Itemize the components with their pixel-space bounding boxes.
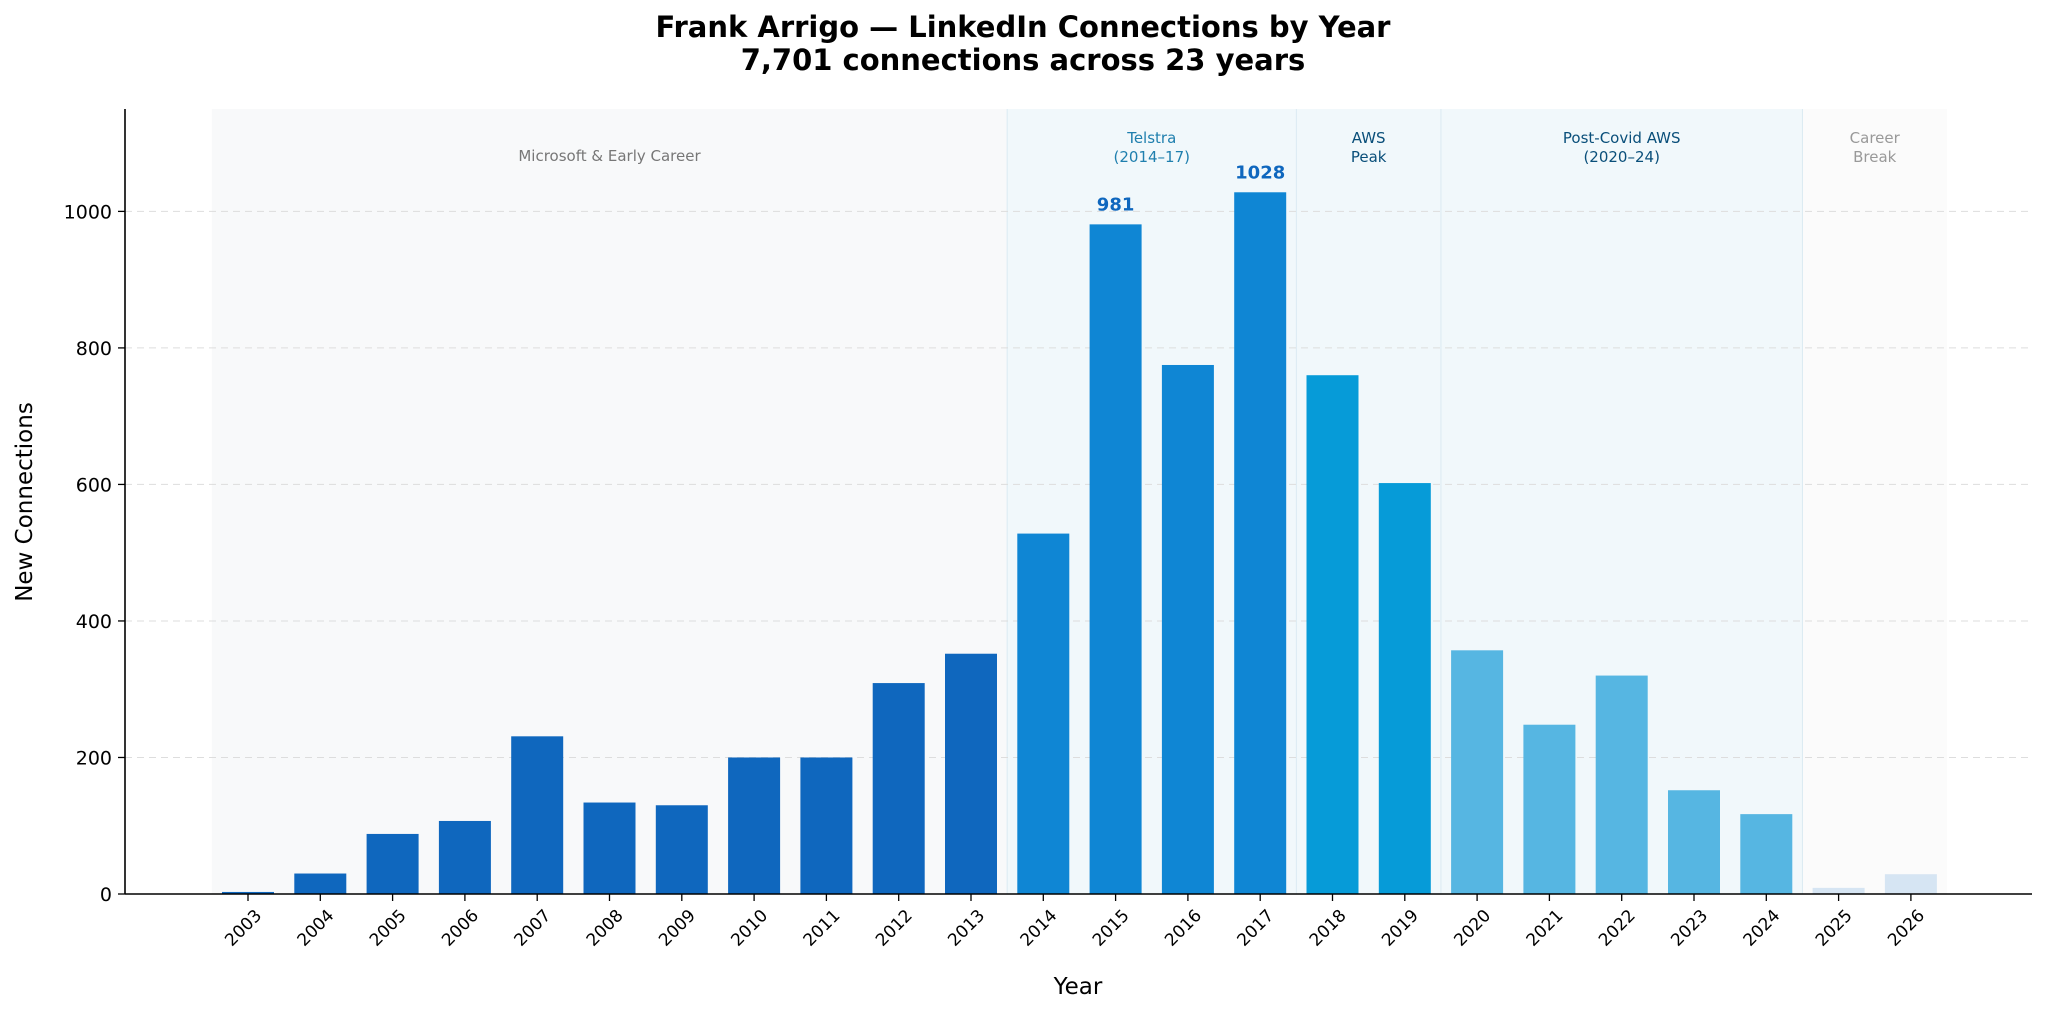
bar-2022 (1595, 675, 1648, 894)
x-tick-label: 2020 (1450, 906, 1495, 951)
bar-2012 (872, 683, 925, 894)
y-tick-label: 800 (76, 338, 112, 360)
grid-lines (125, 210, 2032, 758)
bar-2016 (1161, 364, 1214, 894)
period-label: Peak (1351, 148, 1387, 166)
x-tick-label: 2019 (1378, 906, 1423, 951)
x-tick-label: 2009 (655, 906, 700, 951)
x-tick-label: 2017 (1233, 906, 1278, 951)
bars (222, 192, 1937, 895)
period-label: AWS (1352, 129, 1386, 147)
bar-2019 (1378, 483, 1431, 894)
x-tick-label: 2013 (944, 906, 989, 951)
bar-2003 (222, 891, 274, 894)
x-tick-label: 2015 (1089, 906, 1134, 951)
x-tick-label: 2023 (1667, 906, 1712, 951)
period-bands (211, 109, 1948, 894)
bar-2010 (728, 757, 781, 894)
period-labels: Microsoft & Early Career Telstra(2014–17)… (518, 129, 1900, 166)
x-tick-label: 2004 (294, 906, 339, 951)
y-tick-label: 1000 (64, 201, 112, 223)
x-tick-label: 2008 (583, 906, 628, 951)
x-tick-label: 2006 (438, 906, 483, 951)
y-tick-label: 600 (76, 474, 112, 496)
period-label: Microsoft & Early Career (518, 147, 701, 165)
bar-2006 (438, 820, 491, 894)
data-label: 981 (1097, 194, 1135, 215)
x-ticks: 2003 2004 2005 2006 2007 2008 2009 2010 2011 2012… (221, 894, 1929, 951)
bar-2005 (366, 833, 419, 894)
x-tick-label: 2024 (1740, 906, 1785, 951)
bar-2013 (945, 653, 997, 894)
bar-2026 (1884, 874, 1937, 894)
period-label: Telstra (1126, 129, 1176, 147)
period-band (1802, 109, 1948, 894)
x-tick-label: 2025 (1812, 906, 1857, 951)
chart-subtitle: 7,701 connections across 23 years (740, 43, 1306, 77)
data-label: 1028 (1235, 162, 1285, 183)
bar-2014 (1017, 533, 1070, 894)
y-tick-label: 400 (76, 611, 112, 633)
x-tick-label: 2016 (1161, 906, 1206, 951)
axes (124, 109, 2032, 895)
x-tick-label: 2003 (221, 906, 266, 951)
bar-2004 (294, 873, 347, 894)
bar-2020 (1451, 650, 1504, 894)
bar-2023 (1668, 790, 1720, 894)
bar-2007 (511, 736, 564, 894)
x-tick-label: 2018 (1306, 906, 1351, 951)
period-label: (2014–17) (1114, 148, 1190, 166)
x-tick-label: 2014 (1017, 906, 1062, 951)
x-tick-label: 2011 (800, 906, 845, 951)
bar-2024 (1740, 814, 1793, 894)
period-label: Break (1853, 148, 1897, 166)
bar-2011 (800, 757, 853, 894)
x-tick-label: 2022 (1595, 906, 1640, 951)
x-tick-label: 2010 (727, 906, 772, 951)
period-label: Post-Covid AWS (1563, 129, 1681, 147)
y-axis-label: New Connections (12, 402, 38, 602)
bar-2008 (583, 802, 636, 894)
bar-2025 (1812, 887, 1865, 894)
data-labels: 981 1028 (1097, 162, 1285, 215)
x-tick-label: 2007 (510, 906, 555, 951)
x-tick-label: 2021 (1523, 906, 1568, 951)
bar-2015 (1089, 224, 1142, 895)
y-ticks: 0 200 400 600 800 1000 (64, 201, 125, 906)
x-tick-label: 2012 (872, 906, 917, 951)
period-label: Career (1850, 129, 1901, 147)
bar-2021 (1523, 724, 1576, 894)
x-axis-label: Year (1053, 974, 1103, 1000)
x-tick-label: 2005 (366, 906, 411, 951)
bar-2009 (655, 805, 708, 894)
period-label: (2020–24) (1583, 148, 1659, 166)
y-tick-label: 200 (76, 747, 112, 769)
x-tick-label: 2026 (1884, 906, 1929, 951)
bar-2017 (1234, 192, 1287, 894)
bar-2018 (1306, 375, 1359, 894)
y-tick-label: 0 (100, 884, 112, 906)
chart-title: Frank Arrigo — LinkedIn Connections by Y… (655, 10, 1391, 44)
